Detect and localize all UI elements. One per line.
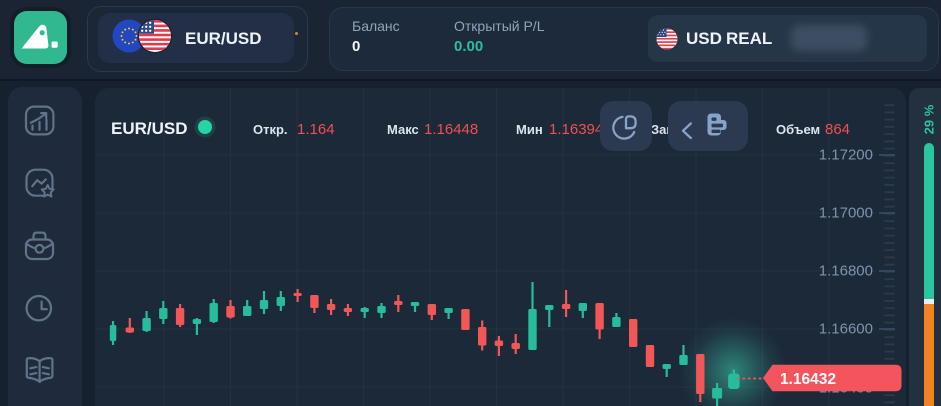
svg-text:1.16432: 1.16432 (780, 371, 836, 388)
svg-text:1.16800: 1.16800 (819, 263, 873, 280)
svg-text:1.17000: 1.17000 (819, 205, 873, 222)
svg-text:1.17200: 1.17200 (819, 147, 873, 164)
svg-text:1.16600: 1.16600 (819, 321, 873, 338)
